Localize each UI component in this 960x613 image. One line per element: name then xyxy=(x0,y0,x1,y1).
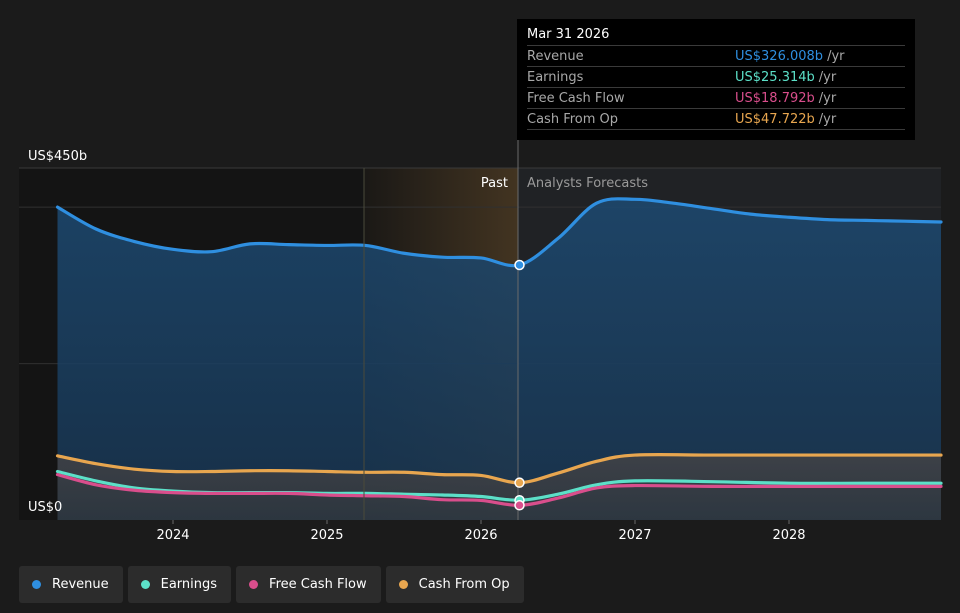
tooltip-series-name: Earnings xyxy=(527,69,584,85)
legend-label: Cash From Op xyxy=(418,577,510,592)
tooltip-series-value: US$326.008b xyxy=(735,48,824,64)
tooltip-unit: /yr xyxy=(827,48,845,64)
tooltip: Mar 31 2026 Revenue US$326.008b/yr Earning… xyxy=(517,19,915,140)
legend-dot-icon xyxy=(398,580,408,589)
tooltip-series-name: Cash From Op xyxy=(527,111,619,127)
legend-label: Earnings xyxy=(160,577,218,592)
tooltip-series-value: US$18.792b xyxy=(735,90,815,106)
cash-from-op-marker xyxy=(514,477,525,488)
x-tick-label-2028: 2028 xyxy=(772,528,805,543)
forecast-label: Analysts Forecasts xyxy=(527,176,648,191)
legend-item-cash-from-op[interactable]: Cash From Op xyxy=(385,566,524,603)
legend-item-earnings[interactable]: Earnings xyxy=(127,566,232,603)
tooltip-rows: Revenue US$326.008b/yr Earnings US$25.314b /… xyxy=(527,45,905,130)
revenue-area xyxy=(57,198,941,520)
x-tick-label-2026: 2026 xyxy=(464,528,497,543)
x-tick-label-2024: 2024 xyxy=(156,528,189,543)
legend: Revenue Earnings Free Cash Flow Cash From O… xyxy=(19,566,524,603)
tooltip-row: Revenue US$326.008b/yr xyxy=(527,45,905,66)
tooltip-row: Free Cash Flow US$18.792b/yr xyxy=(527,87,905,108)
y-axis-top-label: US$450b xyxy=(28,149,87,164)
revenue-line xyxy=(55,197,943,268)
tooltip-unit: /yr xyxy=(818,90,837,106)
free-cash-flow-line xyxy=(55,473,943,507)
legend-dot-icon xyxy=(249,580,259,589)
series-areas xyxy=(57,198,941,520)
tooltip-date: Mar 31 2026 xyxy=(527,27,610,42)
legend-dot-icon xyxy=(32,580,41,589)
tooltip-unit: /yr xyxy=(818,111,837,127)
hover-markers xyxy=(514,259,525,511)
tooltip-series-value: US$25.314b xyxy=(735,69,815,85)
tooltip-series-name: Free Cash Flow xyxy=(527,90,625,106)
x-axis-ticks: 2024 2025 2026 2027 2028 xyxy=(156,520,806,543)
legend-label: Revenue xyxy=(52,577,109,592)
legend-item-revenue[interactable]: Revenue xyxy=(19,566,123,603)
tooltip-row: Cash From Op US$47.722b/yr xyxy=(527,108,905,130)
legend-label: Free Cash Flow xyxy=(269,577,367,592)
past-label: Past xyxy=(481,176,508,191)
cash-from-op-line xyxy=(55,453,943,485)
legend-dot-icon xyxy=(140,580,150,589)
tooltip-row: Earnings US$25.314b/yr xyxy=(527,66,905,87)
y-axis-bottom-label: US$0 xyxy=(28,500,62,515)
x-tick-label-2027: 2027 xyxy=(618,528,651,543)
tooltip-series-name: Revenue xyxy=(527,48,584,64)
x-tick-label-2025: 2025 xyxy=(310,528,343,543)
free-cash-flow-marker xyxy=(514,500,525,511)
tooltip-series-value: US$47.722b xyxy=(735,111,815,127)
series-lines xyxy=(55,197,943,507)
revenue-marker xyxy=(514,259,525,271)
financial-chart: US$450b US$0 Past Analysts Forecasts 202… xyxy=(19,140,943,543)
tooltip-unit: /yr xyxy=(818,69,837,85)
legend-item-free-cash-flow[interactable]: Free Cash Flow xyxy=(236,566,381,603)
